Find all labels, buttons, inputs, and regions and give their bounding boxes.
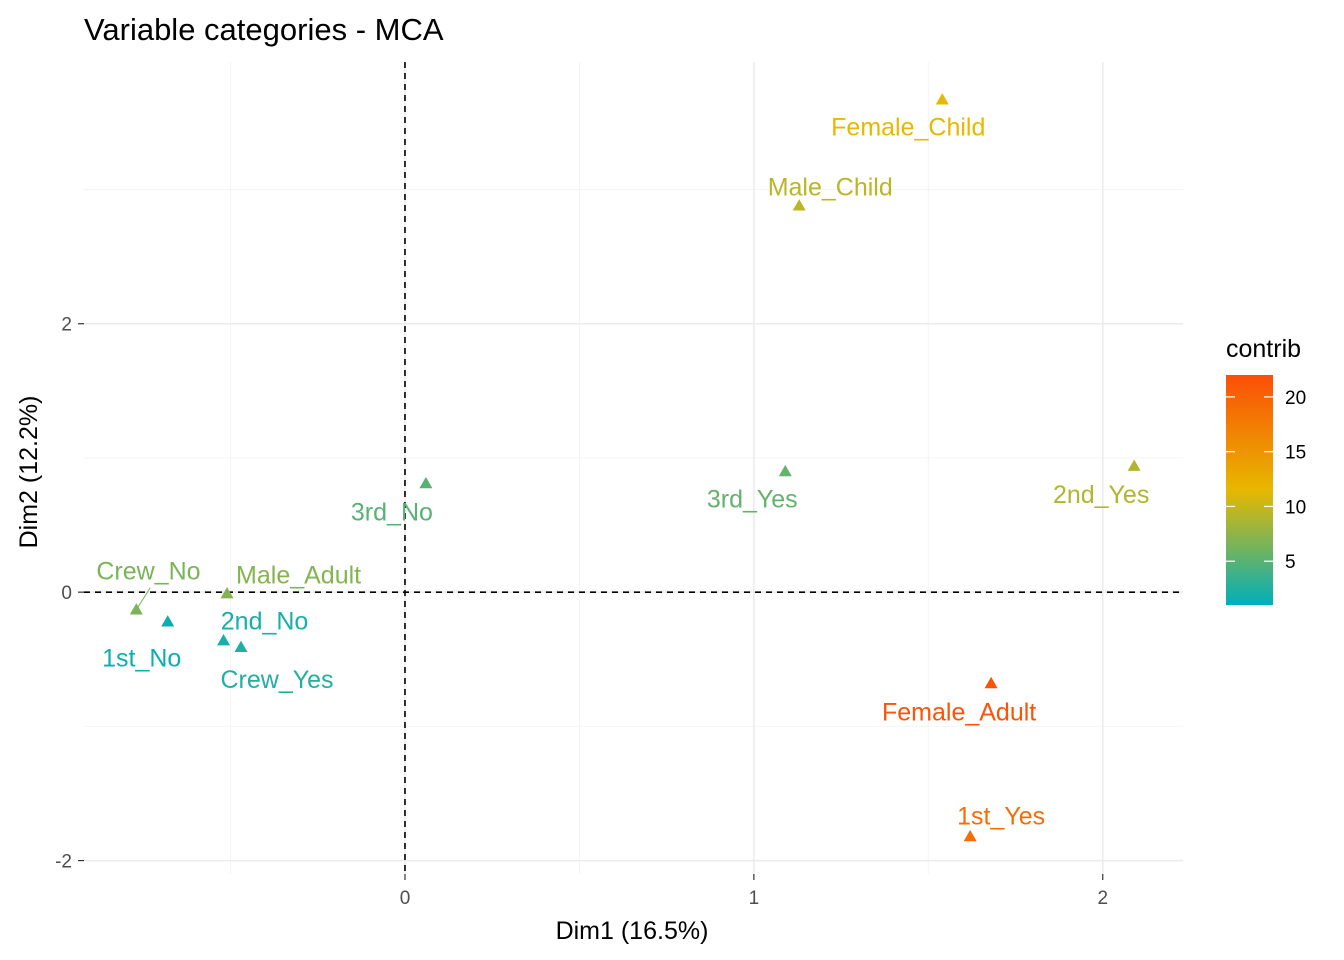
label-1st-no: 1st_No — [102, 645, 181, 673]
legend-tick-label: 5 — [1285, 552, 1296, 573]
y-tick-label: 0 — [61, 583, 72, 604]
point-3rd-yes — [778, 464, 792, 477]
label-connectors — [135, 587, 151, 610]
label-crew-yes: Crew_Yes — [220, 666, 333, 694]
x-tick-label: 2 — [1097, 888, 1108, 909]
point-3rd-no — [419, 476, 433, 489]
label-2nd-yes: 2nd_Yes — [1053, 481, 1149, 509]
data-points — [129, 93, 1141, 842]
point-1st-no — [161, 615, 175, 627]
point-crew-no — [129, 603, 143, 615]
label-3rd-yes: 3rd_Yes — [707, 485, 798, 513]
point-female-adult — [984, 676, 998, 689]
label-1st-yes: 1st_Yes — [957, 802, 1045, 830]
axes: 0 1 2 -2 0 2 — [55, 315, 1108, 909]
label-male-adult: Male_Adult — [236, 561, 361, 589]
chart-title: Variable categories - MCA — [84, 12, 444, 47]
y-axis-title: Dim2 (12.2%) — [15, 396, 43, 549]
x-tick-label: 1 — [749, 888, 760, 909]
label-2nd-no: 2nd_No — [221, 607, 309, 635]
contrib-legend: contrib 5 10 15 20 — [1226, 335, 1306, 605]
label-crew-no: Crew_No — [96, 558, 200, 586]
y-tick-label: 2 — [61, 315, 72, 336]
point-2nd-no — [217, 633, 231, 646]
legend-tick-label: 20 — [1285, 388, 1306, 409]
point-male-child — [792, 199, 806, 211]
label-3rd-no: 3rd_No — [351, 498, 433, 526]
grid — [84, 62, 1183, 874]
legend-title: contrib — [1226, 335, 1301, 363]
point-crew-yes — [234, 640, 248, 653]
legend-tick-label: 10 — [1285, 497, 1306, 518]
point-female-child — [935, 93, 949, 105]
x-tick-label: 0 — [400, 888, 411, 909]
label-male-child: Male_Child — [768, 174, 893, 202]
y-tick-label: -2 — [55, 852, 72, 873]
legend-colorbar — [1226, 375, 1273, 605]
legend-tick-label: 15 — [1285, 443, 1306, 464]
point-male-adult — [220, 586, 234, 599]
label-female-child: Female_Child — [831, 114, 985, 142]
point-1st-yes — [963, 829, 977, 842]
label-connector-crew-no — [135, 587, 151, 610]
reference-lines — [84, 62, 1183, 874]
label-female-adult: Female_Adult — [882, 698, 1036, 726]
point-2nd-yes — [1127, 459, 1141, 471]
x-axis-title: Dim1 (16.5%) — [556, 917, 709, 945]
point-labels: Female_Child Male_Child 2nd_Yes 3rd_Yes 3rd_… — [96, 114, 1149, 831]
